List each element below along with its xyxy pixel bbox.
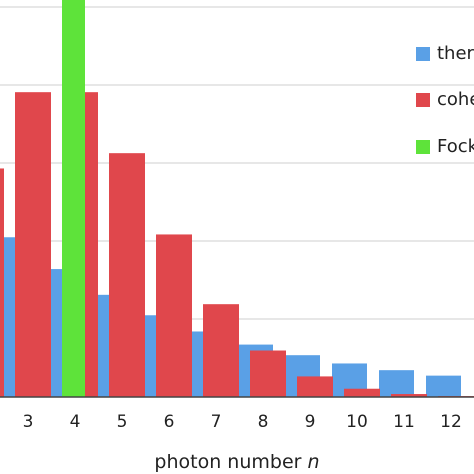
legend-swatch (416, 140, 430, 154)
bar (426, 375, 461, 397)
bar (297, 376, 333, 397)
bar (15, 92, 51, 397)
x-tick-label: 3 (23, 412, 34, 432)
legend-text: thermal (437, 43, 474, 64)
bar (344, 388, 380, 397)
legend-text: Fock (437, 136, 474, 157)
x-tick-label: 11 (393, 412, 415, 432)
bar (0, 168, 4, 397)
x-axis-label-var: n (308, 451, 320, 473)
x-tick-label: 4 (70, 412, 81, 432)
bar (391, 394, 427, 397)
x-tick-label: 7 (211, 412, 222, 432)
x-tick-label: 12 (440, 412, 462, 432)
x-axis-label: photon number n (154, 451, 319, 473)
axis: 3 4 5 6 7 8 9 10 11 12 (0, 396, 474, 432)
bar (62, 0, 85, 397)
bar (203, 304, 239, 397)
bar (250, 350, 286, 397)
bar (379, 370, 414, 397)
x-tick-label: 6 (164, 412, 175, 432)
x-tick-label: 5 (117, 412, 128, 432)
x-tick-label: 9 (305, 412, 316, 432)
bar (156, 234, 192, 397)
legend-swatch (416, 47, 430, 61)
x-tick-label: 10 (346, 412, 368, 432)
legend: thermal coherent Fock (416, 43, 474, 157)
bars (0, 0, 474, 397)
legend-swatch (416, 93, 430, 107)
bar (109, 153, 145, 397)
x-tick-label: 8 (258, 412, 269, 432)
x-axis-label-text: photon number (154, 451, 301, 473)
legend-text: coherent (437, 89, 474, 110)
